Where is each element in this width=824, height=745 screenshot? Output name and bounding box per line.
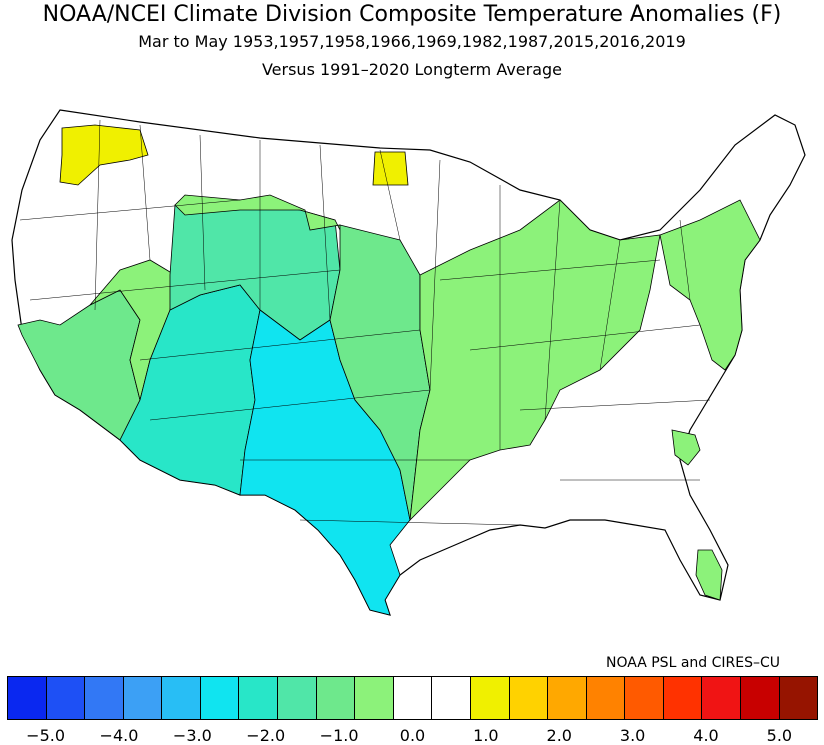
us-climate-division-map [11,109,806,616]
washington-warm-region [59,124,149,186]
color-scale-tick-label: 5.0 [766,726,793,745]
color-scale-swatch [393,677,433,719]
color-scale-swatch [85,677,124,719]
color-scale-swatch [8,677,47,719]
credit-label: NOAA PSL and CIRES–CU [606,655,780,671]
color-scale-swatch [200,677,240,719]
color-scale-bar [7,676,818,720]
mid-atlantic-anomaly-region [659,199,761,371]
color-scale-tick-label: 4.0 [693,726,719,745]
carolina-coast-anomaly-region [671,429,701,466]
color-scale-ticks: −5.0 −4.0 −3.0 −2.0 −1.0 0.0 1.0 2.0 3.0 4.0 5.0 [0,726,824,745]
map-title: NOAA/NCEI Climate Division Composite Tem… [42,2,782,27]
color-scale-swatch [740,677,780,719]
color-scale-swatch [779,677,818,719]
color-scale-swatch [663,677,703,719]
color-scale-swatch [586,677,626,719]
color-scale-swatch [123,677,163,719]
color-scale-swatch [702,677,741,719]
color-scale-swatch [355,677,394,719]
color-scale-swatch [625,677,664,719]
baseline-note: Versus 1991–2020 Longterm Average [261,60,563,79]
color-scale-tick-label: 0.0 [399,726,426,745]
color-scale-swatch [278,677,317,719]
color-scale-tick-label: −1.0 [319,726,359,745]
color-scale-swatch [509,677,549,719]
color-scale-swatch [470,677,510,719]
color-scale-tick-label: −5.0 [26,726,66,745]
color-scale-swatch [46,677,86,719]
color-scale-tick-label: 2.0 [546,726,572,745]
color-scale-swatch [162,677,201,719]
florida-anomaly-region [695,549,723,601]
color-scale-tick-label: −3.0 [172,726,212,745]
color-scale-tick-label: 1.0 [473,726,499,745]
color-scale-tick-label: 3.0 [619,726,646,745]
north-dakota-warm-region [372,151,409,186]
color-scale-swatch [316,677,356,719]
color-scale-tick-label: −2.0 [246,726,286,745]
division-boundaries [19,119,711,526]
color-scale-swatch [548,677,587,719]
color-scale-swatch [432,677,471,719]
color-scale-tick-label: −4.0 [99,726,139,745]
color-scale-swatch [239,677,279,719]
map-subtitle: Mar to May 1953,1957,1958,1966,1969,1982… [138,32,686,51]
